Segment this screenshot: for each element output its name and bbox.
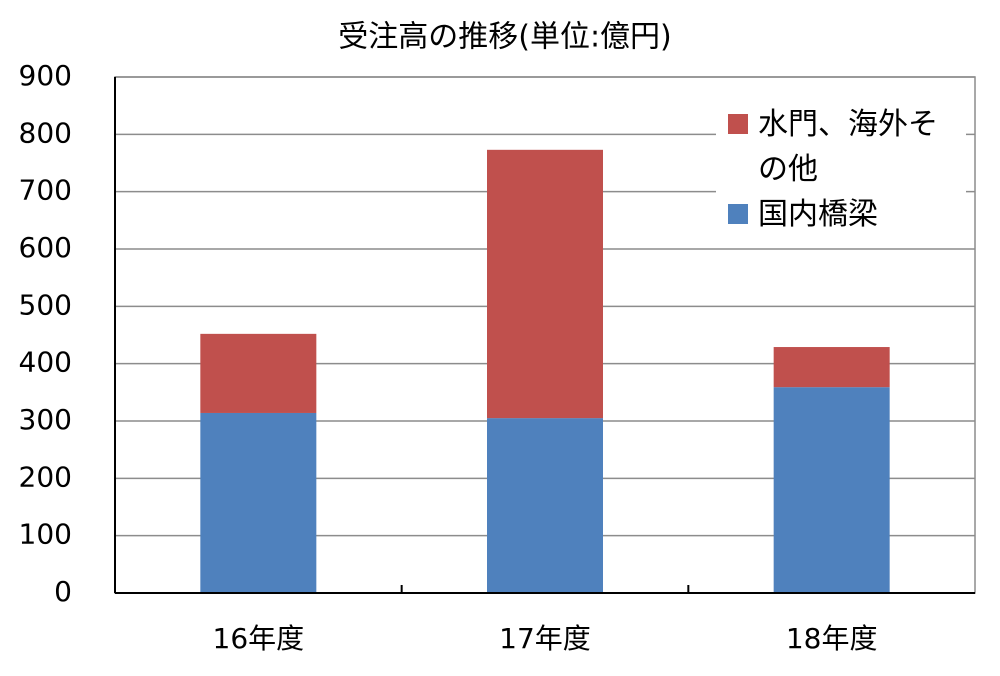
legend-swatch bbox=[728, 114, 748, 134]
y-tick-label: 300 bbox=[19, 403, 72, 436]
legend-item: 水門、海外その他 bbox=[716, 102, 966, 192]
chart-title: 受注高の推移(単位:億円) bbox=[338, 20, 672, 55]
y-tick-label: 400 bbox=[19, 346, 72, 379]
legend-item: 国内橋梁 bbox=[716, 192, 966, 237]
bar-segment bbox=[487, 418, 603, 593]
legend-swatch bbox=[728, 204, 748, 224]
legend: 水門、海外その他国内橋梁 bbox=[716, 98, 966, 243]
y-tick-label: 600 bbox=[19, 231, 72, 264]
legend-label: 国内橋梁 bbox=[758, 197, 878, 232]
legend-label: 水門、海外その他 bbox=[758, 107, 938, 187]
y-tick-label: 900 bbox=[19, 59, 72, 92]
y-tick-label: 800 bbox=[19, 116, 72, 149]
y-tick-label: 100 bbox=[19, 518, 72, 551]
bar-segment bbox=[773, 387, 890, 593]
bar-segment bbox=[773, 347, 890, 388]
x-tick-label: 16年度 bbox=[213, 622, 305, 655]
x-tick-label: 18年度 bbox=[786, 622, 878, 655]
y-tick-label: 700 bbox=[19, 174, 72, 207]
y-tick-label: 200 bbox=[19, 460, 72, 493]
bar-segment bbox=[200, 412, 317, 593]
x-tick-label: 17年度 bbox=[499, 622, 591, 655]
bar-segment bbox=[487, 149, 603, 419]
y-tick-label: 500 bbox=[19, 288, 72, 321]
bar-segment bbox=[200, 333, 317, 413]
y-tick-label: 0 bbox=[54, 575, 72, 608]
